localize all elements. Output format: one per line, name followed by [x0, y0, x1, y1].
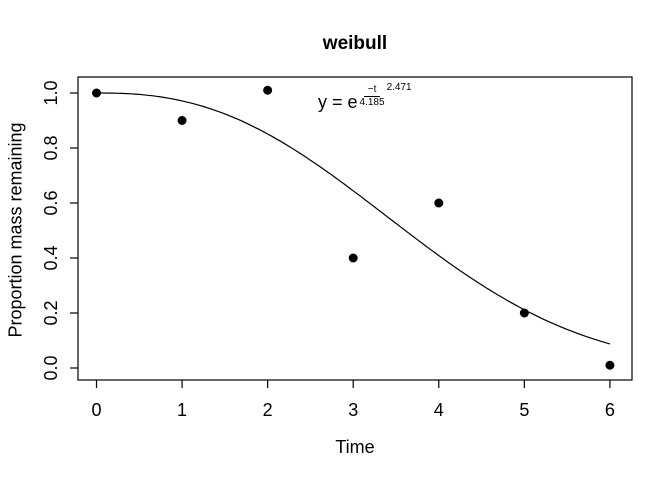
x-tick-label: 1 — [177, 400, 187, 420]
data-point — [348, 253, 358, 263]
x-tick-label: 6 — [605, 400, 615, 420]
data-point — [92, 88, 101, 98]
plot-title: weibull — [322, 33, 388, 54]
fit-curve — [96, 92, 611, 345]
x-tick-label: 5 — [519, 400, 529, 420]
y-tick-label: 0.6 — [41, 190, 61, 215]
data-point — [263, 85, 273, 95]
data-point — [605, 360, 615, 370]
x-tick-label: 2 — [263, 400, 273, 420]
equation-fraction: −t 4.185 — [360, 85, 385, 108]
data-point — [519, 308, 529, 318]
data-point — [177, 116, 187, 125]
y-axis-label: Proportion mass remaining — [5, 122, 26, 338]
x-axis-label: Time — [335, 437, 375, 457]
x-tick-label: 4 — [434, 400, 444, 420]
y-tick-label: 0.2 — [41, 300, 61, 325]
equation-denominator: 4.185 — [359, 97, 385, 108]
x-tick-label: 3 — [348, 400, 358, 420]
fit-equation: y = e −t 4.185 2.471 — [318, 82, 412, 112]
plot-box — [77, 76, 633, 381]
y-tick-label: 0.8 — [41, 135, 61, 160]
equation-numerator: −t — [363, 85, 381, 97]
x-tick-label: 0 — [91, 400, 101, 420]
equation-exponent: 2.471 — [386, 82, 412, 93]
data-point — [434, 198, 444, 208]
y-tick-label: 1.0 — [41, 80, 61, 105]
equation-prefix: y = e — [318, 92, 358, 112]
y-tick-label: 0.0 — [41, 355, 61, 380]
y-tick-label: 0.4 — [41, 245, 61, 270]
